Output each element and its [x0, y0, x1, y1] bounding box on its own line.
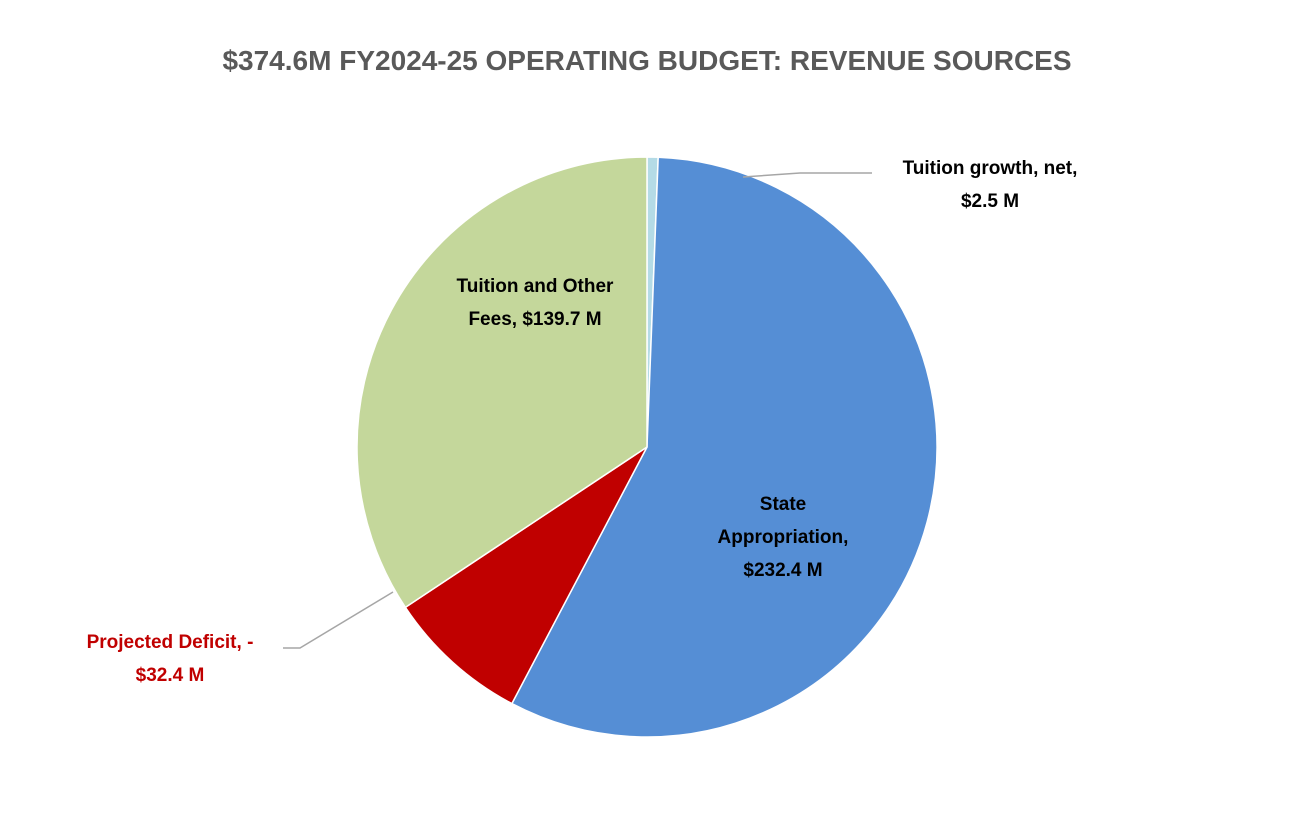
data-label-line: $232.4 M [743, 560, 822, 581]
data-label-line: Appropriation, [718, 527, 849, 548]
pie-slices [356, 156, 938, 738]
leader-lines [283, 172, 872, 649]
leader-line-projected-deficit [283, 591, 394, 649]
slice-labels: Tuition growth, net, $2.5 M State Appropria… [87, 158, 1078, 686]
slice-state-appropriation [510, 156, 938, 738]
data-label-tuition-growth-net: Tuition growth, net, $2.5 M [903, 158, 1078, 212]
slice-tuition-and-other-fees [356, 156, 648, 609]
data-label-line: Tuition and Other [457, 276, 615, 297]
data-label-line: Projected Deficit, - [87, 632, 254, 653]
slice-projected-deficit [404, 446, 648, 705]
data-label-state-appropriation: State Appropriation, $232.4 M [718, 494, 849, 581]
chart-title: $374.6M FY2024-25 OPERATING BUDGET: REVE… [222, 45, 1071, 76]
data-label-line: Tuition growth, net, [903, 158, 1078, 179]
data-label-projected-deficit: Projected Deficit, - $32.4 M [87, 632, 254, 686]
data-label-tuition-and-other-fees: Tuition and Other Fees, $139.7 M [457, 276, 615, 330]
data-label-line: Fees, $139.7 M [468, 309, 601, 330]
data-label-line: $2.5 M [961, 191, 1019, 212]
data-label-line: $32.4 M [136, 665, 205, 686]
data-label-line: State [760, 494, 806, 515]
leader-line-tuition-growth-net [742, 172, 872, 178]
